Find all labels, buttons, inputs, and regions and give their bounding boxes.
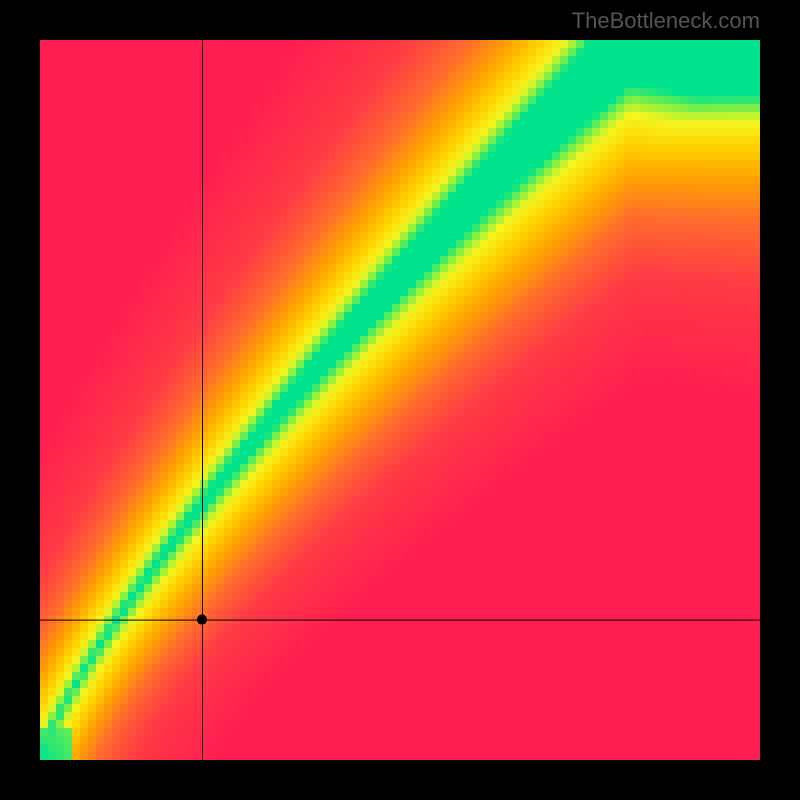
crosshair-overlay — [40, 40, 760, 760]
watermark-text: TheBottleneck.com — [572, 8, 760, 34]
bottleneck-heatmap — [40, 40, 760, 760]
